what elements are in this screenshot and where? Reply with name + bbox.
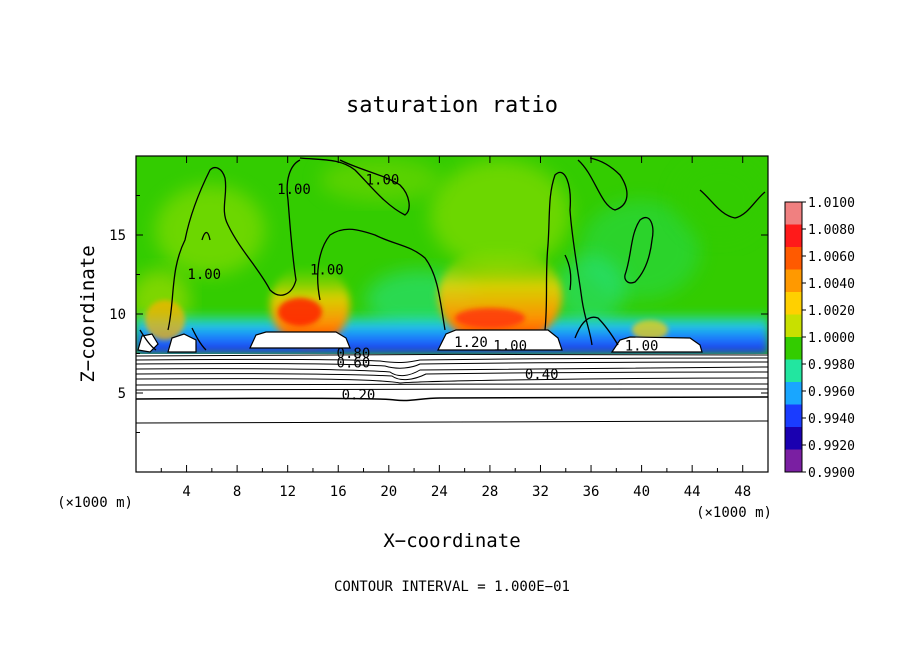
cloud-5	[167, 333, 197, 353]
colorbar-label: 1.0040	[808, 277, 855, 292]
colorbar-label: 1.0000	[808, 331, 855, 346]
colorbar-swatch	[785, 202, 802, 225]
contour-label: 0.80	[337, 346, 371, 362]
colorbar-swatch	[785, 404, 802, 428]
x-tick-label: 44	[684, 484, 701, 500]
contours-upper	[139, 157, 766, 351]
contour-label: 0.40	[525, 367, 559, 383]
contour-label: 1.00	[187, 267, 221, 283]
colorbar-label: 0.9960	[808, 385, 855, 400]
colorbar-label: 1.0100	[808, 196, 855, 211]
x-tick-label: 36	[583, 484, 600, 500]
x-unit-right: (×1000 m)	[696, 505, 772, 521]
cloud-3	[610, 336, 703, 353]
colorbar-label: 1.0080	[808, 223, 855, 238]
contour-label: 1.00	[310, 263, 344, 279]
y-axis-label: Z−coordinate	[77, 245, 99, 382]
x-tick-label: 20	[380, 484, 397, 500]
contour-label: 1.00	[277, 182, 311, 198]
cloud-regions	[137, 329, 703, 353]
x-axis-label: X−coordinate	[383, 530, 520, 552]
x-axis: 4 8 12 16 20 24 28 32 36 40 44 48	[160, 156, 751, 500]
x-tick-label: 48	[734, 484, 751, 500]
plot-area: 1.00 1.00 1.00 1.00 1.20 1.00 1.00 0.800.60 0.40…	[136, 156, 768, 472]
colorbar-swatch	[785, 314, 802, 338]
colorbar-swatch	[785, 247, 802, 270]
y-axis: 5 10 15	[109, 195, 768, 433]
x-unit-left: (×1000 m)	[57, 495, 133, 511]
x-tick-label: 40	[633, 484, 650, 500]
colorbar-swatch	[785, 269, 802, 293]
contour-label: 1.20	[454, 335, 488, 351]
colorbar-label: 0.9900	[808, 466, 855, 481]
colorbar-swatch	[785, 359, 802, 383]
contour-label: 1.00	[366, 172, 400, 188]
colorbar-label: 0.9940	[808, 412, 855, 427]
x-tick-label: 16	[330, 484, 347, 500]
contours-lower	[136, 353, 768, 424]
colorbar-swatch	[785, 337, 802, 360]
colorbar: 1.0100 1.0080 1.0060 1.0040 1.0020 1.0000 0.99…	[784, 196, 855, 481]
cloud-1	[249, 331, 351, 349]
colorbar-swatch	[785, 427, 802, 450]
y-tick-label: 10	[109, 307, 126, 323]
x-tick-label: 12	[279, 484, 296, 500]
field-plumes	[145, 246, 668, 346]
y-tick-label: 5	[118, 386, 126, 402]
colorbar-label: 1.0060	[808, 250, 855, 265]
colorbar-swatch	[785, 224, 802, 248]
x-tick-label: 24	[431, 484, 448, 500]
colorbar-label: 1.0020	[808, 304, 855, 319]
x-tick-label: 8	[233, 484, 241, 500]
chart-title: saturation ratio	[346, 93, 558, 118]
colorbar-swatch	[785, 292, 802, 315]
contour-labels: 1.00 1.00 1.00 1.00 1.20 1.00 1.00 0.800.60 0.40…	[187, 172, 658, 403]
x-tick-label: 32	[532, 484, 549, 500]
colorbar-label: 0.9980	[808, 358, 855, 373]
colorbar-label: 0.9920	[808, 439, 855, 454]
colorbar-swatch	[785, 382, 802, 405]
contour-label: 0.20	[342, 387, 376, 403]
contour-label: 1.00	[625, 338, 659, 354]
cloud-2	[437, 329, 563, 351]
contour-label: 1.00	[493, 338, 527, 354]
y-tick-label: 15	[109, 228, 126, 244]
x-tick-label: 4	[182, 484, 190, 500]
contour-interval-note: CONTOUR INTERVAL = 1.000E−01	[334, 579, 570, 595]
contour-label: 0.60	[337, 356, 371, 372]
colorbar-swatch	[785, 449, 802, 473]
x-tick-label: 28	[481, 484, 498, 500]
